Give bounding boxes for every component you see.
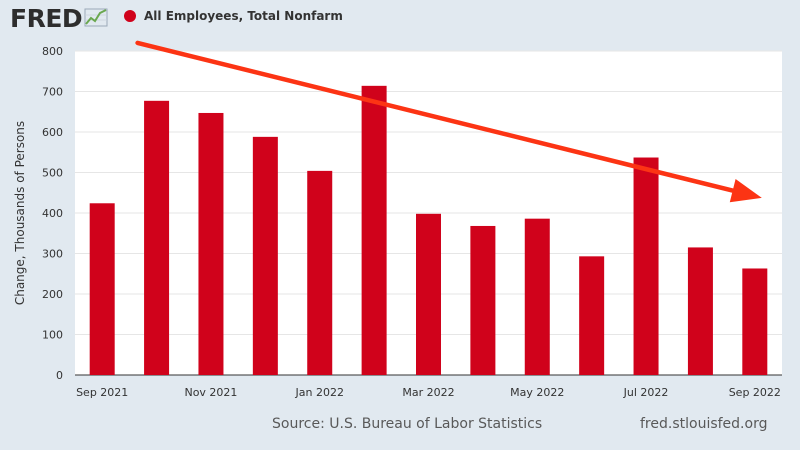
x-axis-ticks: Sep 2021 Nov 2021 Jan 2022 Mar 2022 May 2022… — [76, 386, 781, 399]
y-tick-label: 800 — [42, 45, 63, 58]
footer-url: fred.stlouisfed.org — [640, 416, 768, 432]
trend-arrow — [135, 40, 762, 203]
y-tick-label: 600 — [42, 126, 63, 139]
y-tick-label: 400 — [42, 207, 63, 220]
bars — [89, 85, 768, 375]
y-tick-label: 100 — [42, 329, 63, 342]
x-tick-label: Jan 2022 — [295, 386, 344, 399]
bar — [252, 136, 278, 375]
line-chart-icon — [84, 6, 110, 33]
legend-dot — [124, 10, 136, 22]
y-tick-label: 700 — [42, 86, 63, 99]
x-tick-label: Sep 2021 — [76, 386, 128, 399]
legend-label: All Employees, Total Nonfarm — [144, 9, 343, 23]
x-tick-label: Mar 2022 — [402, 386, 454, 399]
y-axis-label: Change, Thousands of Persons — [13, 121, 27, 305]
grid-lines — [75, 50, 782, 376]
arrow-shaft — [135, 40, 737, 194]
logo-text: FRED — [10, 4, 83, 33]
fred-logo: FRED — [10, 3, 110, 35]
x-tick-label: Jul 2022 — [623, 386, 669, 399]
x-tick-label: Sep 2022 — [729, 386, 781, 399]
legend: All Employees, Total Nonfarm — [124, 9, 343, 23]
bar — [89, 203, 115, 375]
bar — [687, 247, 713, 375]
arrow-head — [729, 178, 762, 203]
bar — [416, 213, 441, 375]
bar — [524, 218, 550, 375]
y-tick-label: 0 — [56, 369, 63, 382]
x-tick-label: Nov 2021 — [184, 386, 237, 399]
y-tick-label: 200 — [42, 288, 63, 301]
bar — [579, 256, 605, 375]
y-axis-ticks: 0 100 200 300 400 500 600 700 800 — [42, 45, 63, 382]
y-tick-label: 500 — [42, 167, 63, 180]
bar — [144, 100, 170, 375]
bar — [742, 268, 768, 375]
bar — [198, 112, 224, 375]
bar — [361, 85, 387, 375]
bar — [633, 157, 659, 375]
y-tick-label: 300 — [42, 248, 63, 261]
x-tick-label: May 2022 — [510, 386, 564, 399]
footer-source: Source: U.S. Bureau of Labor Statistics — [272, 416, 543, 432]
bar — [307, 170, 333, 375]
bar — [470, 225, 496, 375]
